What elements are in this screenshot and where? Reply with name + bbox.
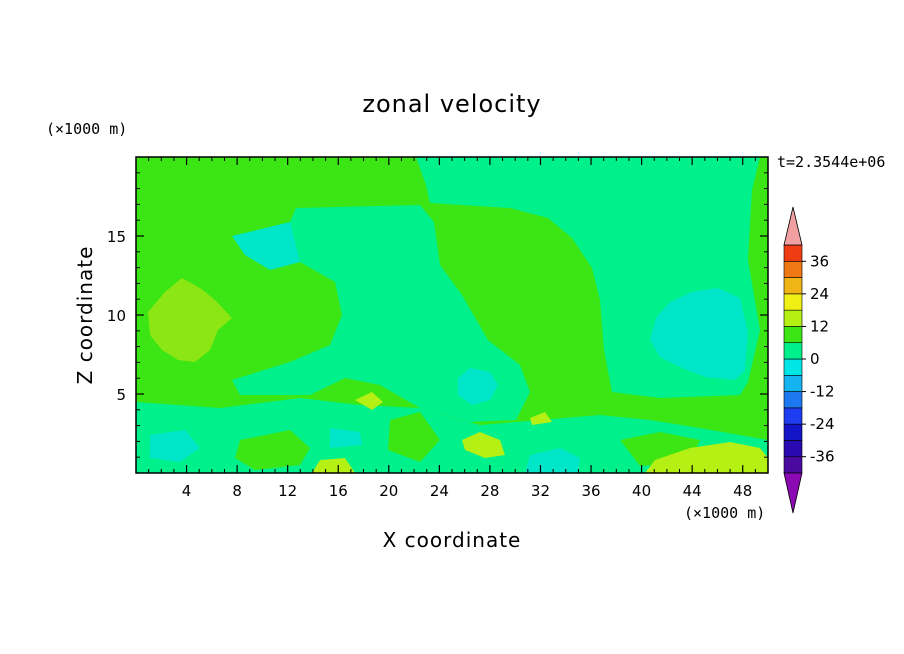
colorbar-tick-label: 36 [810, 252, 829, 270]
colorbar-swatch [783, 407, 803, 425]
colorbar-swatch [783, 391, 803, 409]
colorbar-tick-label: 12 [810, 317, 829, 335]
contour-mid-region [232, 205, 530, 422]
x-axis-label: X coordinate [383, 528, 522, 552]
colorbar-swatch [783, 260, 803, 278]
contour-upper-left-pale [232, 222, 300, 270]
y-axis-label: Z coordinate [73, 246, 97, 385]
x-tick-label: 40 [632, 482, 651, 500]
x-tick-label: 44 [683, 482, 702, 500]
x-tick-label: 24 [430, 482, 449, 500]
colorbar-tick-label: 24 [810, 285, 829, 303]
x-tick-label: 32 [531, 482, 550, 500]
colorbar-swatch [783, 277, 803, 295]
x-tick-label: 12 [278, 482, 297, 500]
colorbar-swatch [783, 423, 803, 441]
contour-positive-left [148, 278, 232, 362]
colorbar-swatch [783, 244, 803, 262]
x-tick-label: 16 [329, 482, 348, 500]
time-label: t=2.3544e+06 [777, 153, 885, 171]
colorbar: 36 24 12 0 -12 -24 -36 [783, 206, 835, 514]
x-axis-ticks: 4 8 12 16 20 24 28 32 36 40 44 48 [148, 157, 756, 500]
colorbar-swatch [783, 440, 803, 458]
colorbar-tick-label: -12 [810, 383, 835, 401]
colorbar-tick-label: -36 [810, 448, 835, 466]
colorbar-swatch [783, 342, 803, 360]
chart-title: zonal velocity [362, 90, 541, 118]
colorbar-swatch [783, 309, 803, 327]
colorbar-tick-label: -24 [810, 415, 835, 433]
colorbar-under-triangle [783, 472, 803, 514]
x-tick-label: 8 [232, 482, 242, 500]
colorbar-swatch [783, 326, 803, 344]
x-tick-label: 28 [480, 482, 499, 500]
contour-field [136, 157, 768, 473]
y-tick-label: 15 [107, 228, 126, 246]
y-tick-label: 5 [116, 386, 126, 404]
y-axis-ticks: 5 10 15 [107, 172, 768, 458]
x-tick-label: 4 [182, 482, 192, 500]
x-tick-label: 48 [733, 482, 752, 500]
contour-positive-bottom [312, 392, 768, 473]
colorbar-tick-label: 0 [810, 350, 820, 368]
y-unit-label: (×1000 m) [46, 120, 127, 138]
colorbar-swatch [783, 374, 803, 392]
x-unit-label: (×1000 m) [684, 504, 765, 522]
colorbar-swatch [783, 293, 803, 311]
colorbar-over-triangle [783, 206, 803, 246]
x-tick-label: 20 [379, 482, 398, 500]
contour-negative-right [650, 288, 748, 380]
colorbar-swatch [783, 456, 803, 474]
contour-negative-small [150, 368, 580, 473]
x-tick-label: 36 [581, 482, 600, 500]
y-tick-label: 10 [107, 307, 126, 325]
colorbar-swatch [783, 358, 803, 376]
